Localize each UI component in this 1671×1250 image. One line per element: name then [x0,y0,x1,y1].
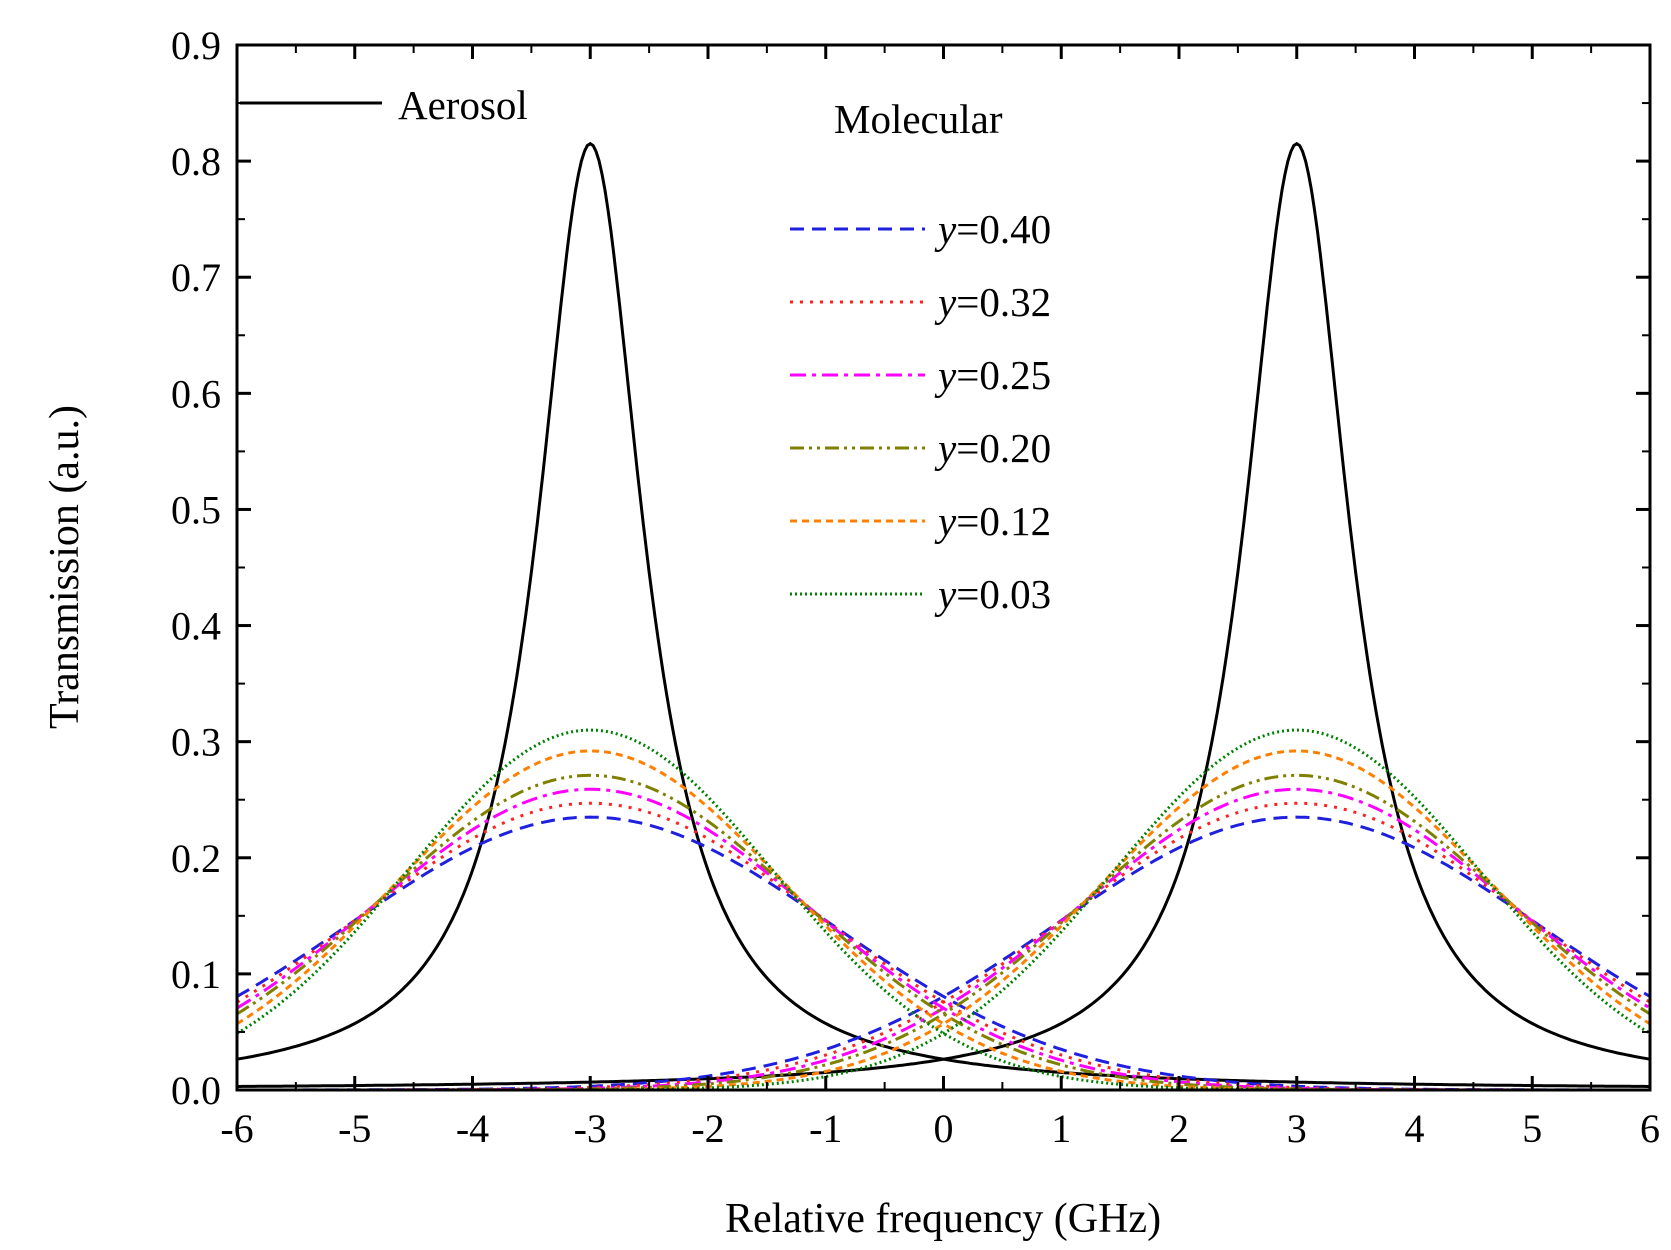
x-tick-label: 3 [1287,1106,1307,1151]
y-tick-labels: 0.0 0.1 0.2 0.3 0.4 0.5 0.6 0.7 0.8 0.9 [171,23,221,1113]
molecular-y040-curve [236,815,1650,1092]
molecular-y025-curve [236,787,1650,1092]
y-tick-label: 0.0 [171,1068,221,1113]
axis-ticks [235,43,1652,1092]
y-tick-label: 0.4 [171,604,221,649]
x-tick-label: 0 [934,1106,954,1151]
legend-label: y=0.25 [934,352,1051,398]
legend-label: y=0.20 [934,425,1051,471]
x-tick-label: 1 [1051,1106,1071,1151]
x-tick-label: 5 [1522,1106,1542,1151]
y-axis-label: Transmission (a.u.) [42,405,88,729]
molecular-y032-curve [237,801,1651,1092]
x-tick-label: -2 [691,1106,724,1151]
legend-label-aerosol: Aerosol [398,82,528,128]
x-tick-label: 4 [1405,1106,1425,1151]
y-tick-label: 0.2 [171,836,221,881]
y-tick-label: 0.8 [171,139,221,184]
y-tick-label: 0.9 [171,23,221,68]
plot-frame [235,43,1652,1092]
x-axis-label: Relative frequency (GHz) [725,1196,1161,1242]
molecular-y003-curve [236,728,1650,1092]
molecular-y012-curve [236,749,1650,1092]
y-tick-label: 0.3 [171,720,221,765]
legend-label: y=0.12 [934,498,1051,544]
x-tick-label: -4 [456,1106,489,1151]
molecular-y020-curve [237,773,1651,1092]
legend-label: y=0.40 [934,206,1051,252]
x-tick-labels: -6 -5 -4 -3 -2 -1 0 1 2 3 4 5 6 [220,1106,1660,1151]
legend-label: y=0.32 [934,279,1051,325]
x-tick-label: -5 [338,1106,371,1151]
y-tick-label: 0.6 [171,371,221,416]
x-tick-label: 2 [1169,1106,1189,1151]
y-tick-label: 0.1 [171,952,221,997]
molecular-y040-curve [237,815,1651,1092]
legend-label: y=0.03 [934,571,1051,617]
legend: Aerosol y=0.40 y=0.32 y=0.25 y=0.20 y=0.12 y=0… [240,82,1051,617]
x-tick-label: 6 [1640,1106,1660,1151]
molecular-y012-curve [237,749,1651,1092]
molecular-y025-curve [237,787,1651,1092]
molecular-y003-curve [237,728,1651,1092]
x-tick-label: -3 [574,1106,607,1151]
legend-heading: Molecular [834,96,1003,142]
x-tick-label: -6 [220,1106,253,1151]
y-tick-label: 0.5 [171,487,221,532]
x-tick-label: -1 [809,1106,842,1151]
y-tick-label: 0.7 [171,255,221,300]
